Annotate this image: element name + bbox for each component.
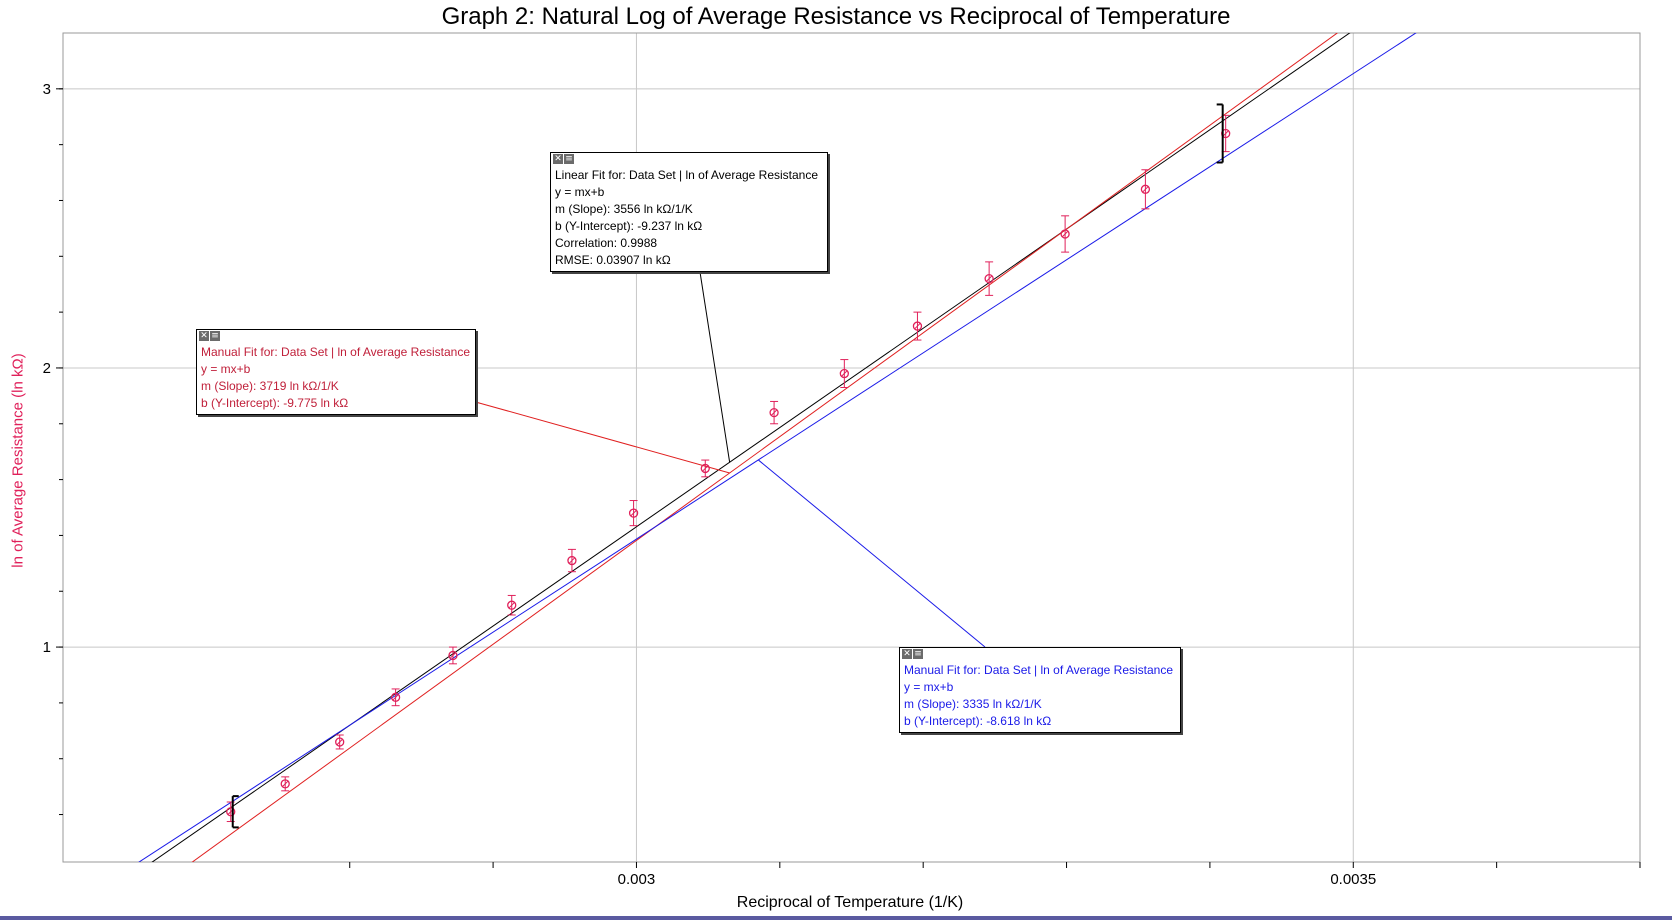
manual-fit-box-red[interactable]: ✕ ≡ Manual Fit for: Data Set | ln of Ave… <box>196 329 476 415</box>
point-marker[interactable] <box>700 463 710 474</box>
data-point[interactable] <box>567 548 577 573</box>
y-tick-label: 2 <box>43 360 51 377</box>
data-point[interactable] <box>280 776 290 792</box>
point-marker[interactable] <box>984 273 994 284</box>
fit-title: Manual Fit for: Data Set | ln of Average… <box>201 345 471 359</box>
point-marker[interactable] <box>448 650 458 661</box>
close-icon[interactable]: ✕ <box>553 154 563 164</box>
close-icon[interactable]: ✕ <box>902 649 912 659</box>
point-marker[interactable] <box>1060 229 1070 239</box>
data-point[interactable] <box>628 500 639 527</box>
point-marker[interactable] <box>567 555 577 566</box>
fit-equation: y = mx+b <box>201 362 251 376</box>
fit-line-linear <box>151 33 1351 862</box>
fit-line-manual-red <box>191 33 1339 862</box>
chart-title: Graph 2: Natural Log of Average Resistan… <box>441 3 1231 30</box>
plot-frame <box>62 32 1641 863</box>
point-slash <box>1222 130 1229 137</box>
close-icon[interactable]: ✕ <box>199 331 209 341</box>
point-slash <box>508 602 515 609</box>
point-marker[interactable] <box>1140 184 1151 194</box>
point-slash <box>914 323 921 329</box>
fit-intercept: b (Y-Intercept): -8.618 ln kΩ <box>904 714 1052 728</box>
fit-line-manual-blue <box>138 33 1417 862</box>
fit-equation: y = mx+b <box>904 680 954 694</box>
grid <box>63 33 1640 862</box>
data-point[interactable] <box>1140 169 1151 210</box>
point-slash <box>282 780 289 787</box>
point-marker[interactable] <box>507 600 517 610</box>
leader-lines <box>475 271 986 648</box>
point-marker[interactable] <box>280 779 290 789</box>
point-slash <box>569 557 575 564</box>
point-marker[interactable] <box>335 737 345 747</box>
point-slash <box>392 694 399 701</box>
menu-icon[interactable]: ≡ <box>913 649 923 659</box>
range-bracket <box>231 795 239 829</box>
window-bottom-edge <box>0 916 1672 920</box>
leader-line <box>475 401 730 474</box>
data-point[interactable] <box>448 646 458 665</box>
point-slash <box>336 739 343 745</box>
point-slash <box>986 275 992 282</box>
point-marker[interactable] <box>769 407 779 418</box>
fit-slope: m (Slope): 3335 ln kΩ/1/K <box>904 697 1042 711</box>
x-axis-label: Reciprocal of Temperature (1/K) <box>736 894 964 911</box>
point-slash <box>1142 186 1149 193</box>
fit-rmse: RMSE: 0.03907 ln kΩ <box>555 253 671 267</box>
fit-intercept: b (Y-Intercept): -9.775 ln kΩ <box>201 396 349 410</box>
range-bracket <box>1216 103 1224 164</box>
fit-title: Linear Fit for: Data Set | ln of Average… <box>555 168 819 182</box>
menu-icon[interactable]: ≡ <box>564 154 574 164</box>
fit-slope: m (Slope): 3556 ln kΩ/1/K <box>555 202 693 216</box>
data-point[interactable] <box>769 400 779 425</box>
point-slash <box>450 652 456 659</box>
leader-line <box>699 271 731 463</box>
fit-lines <box>138 33 1417 862</box>
fit-correlation: Correlation: 0.9988 <box>555 236 658 250</box>
data-point[interactable] <box>507 594 517 616</box>
data-point[interactable] <box>390 688 401 707</box>
data-point[interactable] <box>984 261 994 296</box>
fit-slope: m (Slope): 3719 ln kΩ/1/K <box>201 379 339 393</box>
point-slash <box>702 465 709 472</box>
y-tick-label: 1 <box>43 639 51 656</box>
point-marker[interactable] <box>839 368 849 379</box>
fit-equation: y = mx+b <box>555 185 605 199</box>
point-marker[interactable] <box>226 807 236 817</box>
data-point[interactable] <box>335 734 345 750</box>
point-slash <box>630 510 637 516</box>
point-marker[interactable] <box>628 508 639 518</box>
x-tick-label: 0.003 <box>618 871 656 888</box>
point-marker[interactable] <box>390 692 401 702</box>
data-point[interactable] <box>700 459 710 478</box>
x-tick-label: 0.0035 <box>1330 871 1376 888</box>
tick-labels: 0.003 0.0035 1 2 3 <box>43 81 1377 888</box>
data-point[interactable] <box>839 359 849 388</box>
manual-fit-box-blue[interactable]: ✕ ≡ Manual Fit for: Data Set | ln of Ave… <box>899 647 1181 733</box>
fit-title: Manual Fit for: Data Set | ln of Average… <box>904 663 1174 677</box>
axes <box>56 32 1641 868</box>
data-point[interactable] <box>226 801 236 823</box>
menu-icon[interactable]: ≡ <box>210 331 220 341</box>
leader-line <box>757 459 986 648</box>
fit-intercept: b (Y-Intercept): -9.237 ln kΩ <box>555 219 703 233</box>
linear-fit-box[interactable]: ✕ ≡ Linear Fit for: Data Set | ln of Ave… <box>550 152 828 272</box>
data-points[interactable] <box>226 103 1231 829</box>
data-point[interactable] <box>1060 215 1070 253</box>
data-point[interactable] <box>912 311 923 341</box>
point-slash <box>1062 231 1068 237</box>
point-slash <box>841 370 848 377</box>
point-marker[interactable] <box>912 321 923 331</box>
y-tick-label: 3 <box>43 81 51 98</box>
point-slash <box>771 409 777 416</box>
